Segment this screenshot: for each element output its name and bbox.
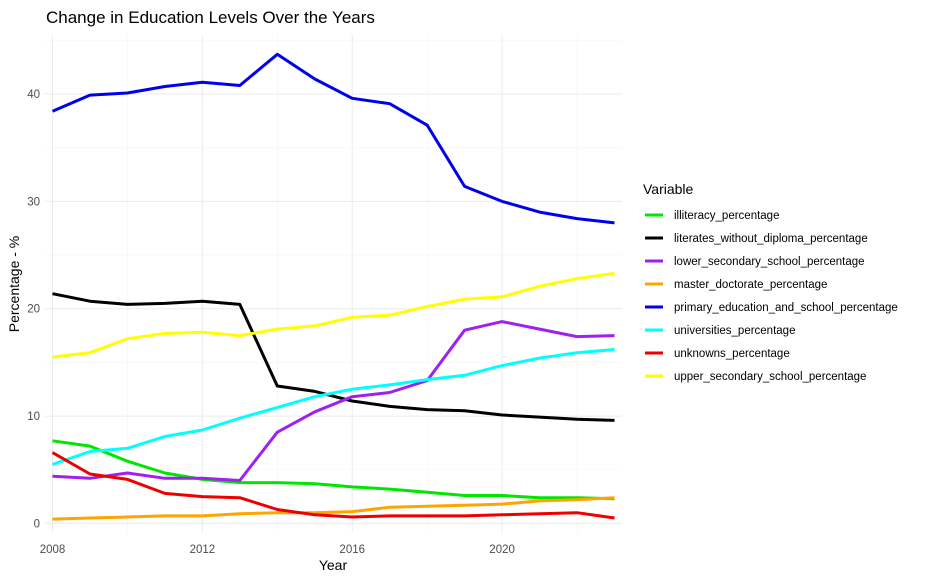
y-tick-label: 10 [27, 411, 40, 423]
series-line-lower_secondary_school_percentage [52, 320, 615, 482]
series-line-illiteracy_percentage [52, 439, 615, 501]
x-axis-title: Year [319, 557, 348, 573]
series-line-unknowns_percentage [51, 451, 615, 520]
x-tick-label: 2016 [339, 544, 365, 556]
y-axis-ticks: 0 10 20 30 40 [27, 89, 40, 530]
legend-label: master_doctorate_percentage [674, 279, 827, 291]
x-tick-label: 2008 [40, 544, 66, 556]
series-line-primary_education_and_school_percentage [51, 52, 615, 225]
legend-label: unknowns_percentage [674, 348, 790, 360]
x-tick-label: 2020 [489, 544, 515, 556]
legend-label: literates_without_diploma_percentage [674, 233, 868, 245]
series-line-master_doctorate_percentage [52, 496, 615, 521]
legend-label: lower_secondary_school_percentage [674, 256, 865, 268]
y-tick-label: 0 [34, 518, 40, 530]
x-tick-label: 2012 [190, 544, 216, 556]
chart-title: Change in Education Levels Over the Year… [46, 8, 375, 27]
legend-label: universities_percentage [674, 325, 795, 337]
y-tick-label: 30 [27, 196, 40, 208]
y-tick-label: 40 [27, 89, 40, 101]
gridlines [45, 35, 622, 532]
legend-label: illiteracy_percentage [674, 210, 779, 222]
legend-title: Variable [643, 181, 694, 197]
series-line-upper_secondary_school_percentage [52, 271, 615, 359]
y-tick-label: 20 [27, 304, 40, 316]
y-axis-title: Percentage - % [6, 236, 22, 333]
series-lines [51, 52, 615, 521]
legend-label: primary_education_and_school_percentage [674, 302, 898, 314]
series-line-literates_without_diploma_percentage [52, 292, 615, 422]
legend-label: upper_secondary_school_percentage [674, 371, 866, 383]
x-axis-ticks: 2008 2012 2016 2020 [40, 544, 515, 556]
legend: Variable illiteracy_percentage literates_… [643, 181, 898, 383]
series-line-universities_percentage [52, 348, 615, 466]
